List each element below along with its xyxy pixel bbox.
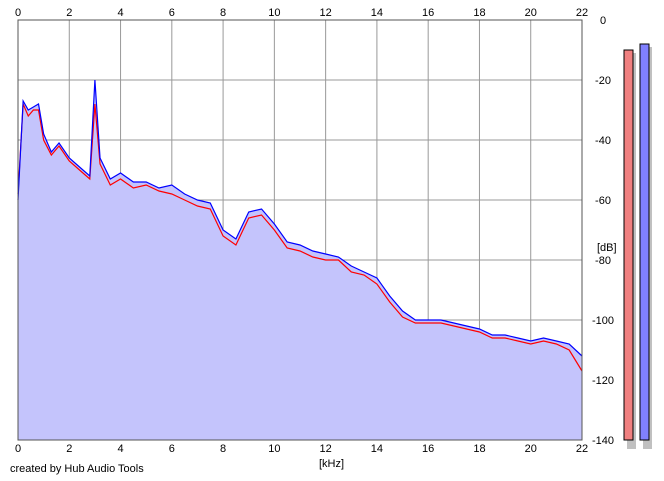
x-tick-label-bottom: 12 — [320, 443, 332, 455]
x-tick-label-bottom: 4 — [117, 443, 123, 455]
x-tick-label-bottom: 10 — [268, 443, 280, 455]
x-tick-label-top: 12 — [320, 7, 332, 19]
x-tick-label-top: 8 — [220, 7, 226, 19]
spectrum-areas — [18, 80, 582, 440]
y-tick-label: -40 — [595, 135, 611, 147]
x-tick-label-top: 6 — [169, 7, 175, 19]
x-tick-label-bottom: 8 — [220, 443, 226, 455]
tick-labels: 002244668810101212141416161818202022220-… — [15, 7, 614, 455]
spectrum-fill — [18, 80, 582, 440]
x-tick-label-top: 10 — [268, 7, 280, 19]
level-meters — [623, 43, 652, 449]
x-tick-label-top: 20 — [525, 7, 537, 19]
x-tick-label-bottom: 0 — [15, 443, 21, 455]
x-tick-label-top: 18 — [473, 7, 485, 19]
plot-frame — [17, 19, 583, 441]
x-tick-label-bottom: 14 — [371, 443, 383, 455]
x-tick-label-bottom: 18 — [473, 443, 485, 455]
spectrum-lines — [17, 79, 583, 372]
y-tick-label: -60 — [595, 195, 611, 207]
y-tick-label: -20 — [595, 75, 611, 87]
y-axis-unit: [dB] — [597, 242, 617, 254]
level-meter-right — [639, 43, 650, 441]
x-tick-label-bottom: 22 — [576, 443, 588, 455]
x-tick-label-bottom: 16 — [422, 443, 434, 455]
x-tick-label-bottom: 6 — [169, 443, 175, 455]
y-tick-label: 0 — [600, 15, 606, 27]
x-tick-label-top: 14 — [371, 7, 383, 19]
y-tick-label: -140 — [592, 435, 614, 447]
x-tick-label-top: 4 — [117, 7, 123, 19]
level-meter-left — [623, 49, 634, 441]
y-tick-label: -100 — [592, 315, 614, 327]
x-tick-label-bottom: 2 — [66, 443, 72, 455]
x-tick-label-top: 22 — [576, 7, 588, 19]
x-tick-label-top: 0 — [15, 7, 21, 19]
x-tick-label-top: 2 — [66, 7, 72, 19]
x-axis-unit: [kHz] — [319, 458, 344, 470]
series-line-blue — [17, 79, 583, 357]
credit-text: created by Hub Audio Tools — [10, 463, 144, 475]
series-line-red — [17, 103, 583, 372]
y-tick-label: -120 — [592, 375, 614, 387]
x-tick-label-bottom: 20 — [525, 443, 537, 455]
y-tick-label: -80 — [595, 255, 611, 267]
x-tick-label-top: 16 — [422, 7, 434, 19]
